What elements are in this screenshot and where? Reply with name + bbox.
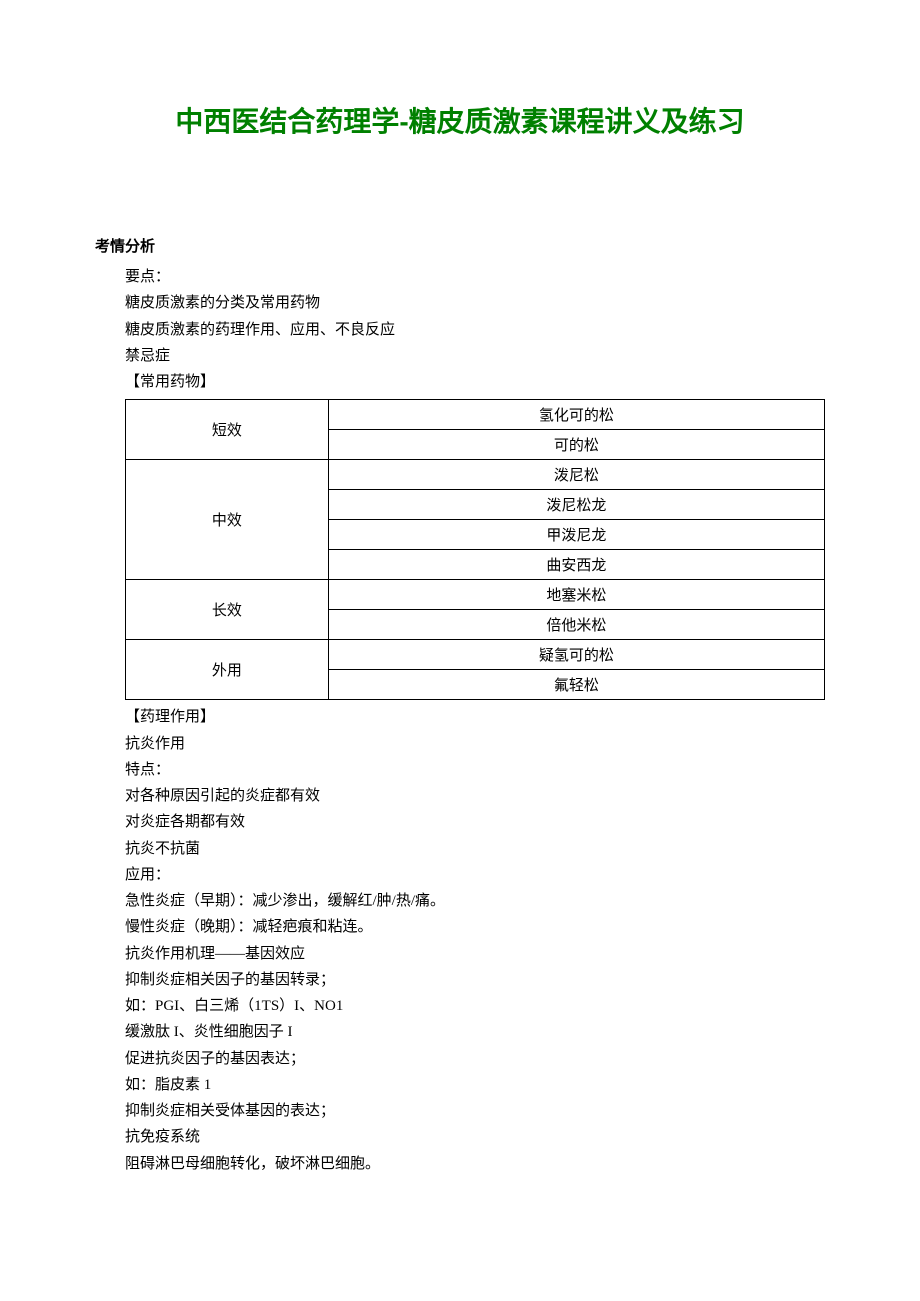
table-row: 中效 泼尼松: [126, 460, 825, 490]
body-line: 应用：: [125, 862, 825, 888]
drug-cell: 倍他米松: [328, 610, 824, 640]
body-line: 对各种原因引起的炎症都有效: [125, 783, 825, 809]
table-row: 长效 地塞米松: [126, 580, 825, 610]
body-line: 促进抗炎因子的基因表达；: [125, 1046, 825, 1072]
drug-cell: 可的松: [328, 430, 824, 460]
body-line: 阻碍淋巴母细胞转化，破坏淋巴细胞。: [125, 1151, 825, 1177]
drug-cell: 氟轻松: [328, 670, 824, 700]
intro-line: 要点：: [125, 264, 825, 290]
drug-cell: 泼尼松龙: [328, 490, 824, 520]
body-line: 如：PGI、白三烯（1TS）I、NO1: [125, 993, 825, 1019]
body-line: 抗炎作用机理——基因效应: [125, 941, 825, 967]
body-line: 缓激肽 I、炎性细胞因子 I: [125, 1019, 825, 1045]
body-line: 如：脂皮素 1: [125, 1072, 825, 1098]
drug-cell: 曲安西龙: [328, 550, 824, 580]
drug-cell: 氢化可的松: [328, 400, 824, 430]
body-line: 抗炎不抗菌: [125, 836, 825, 862]
category-cell: 外用: [126, 640, 329, 700]
table-row: 外用 疑氢可的松: [126, 640, 825, 670]
body-line: 抑制炎症相关因子的基因转录；: [125, 967, 825, 993]
drug-classification-table: 短效 氢化可的松 可的松 中效 泼尼松 泼尼松龙 甲泼尼龙 曲安西龙 长效 地塞…: [125, 399, 825, 700]
intro-line: 糖皮质激素的药理作用、应用、不良反应: [125, 317, 825, 343]
table-row: 短效 氢化可的松: [126, 400, 825, 430]
body-line: 抗炎作用: [125, 731, 825, 757]
body-line: 对炎症各期都有效: [125, 809, 825, 835]
intro-line: 禁忌症: [125, 343, 825, 369]
category-cell: 短效: [126, 400, 329, 460]
document-title: 中西医结合药理学-糖皮质激素课程讲义及练习: [95, 100, 825, 140]
category-cell: 中效: [126, 460, 329, 580]
body-line: 【药理作用】: [125, 704, 825, 730]
table-body: 短效 氢化可的松 可的松 中效 泼尼松 泼尼松龙 甲泼尼龙 曲安西龙 长效 地塞…: [126, 400, 825, 700]
body-line: 特点：: [125, 757, 825, 783]
drug-cell: 泼尼松: [328, 460, 824, 490]
drug-cell: 疑氢可的松: [328, 640, 824, 670]
category-cell: 长效: [126, 580, 329, 640]
intro-line: 【常用药物】: [125, 369, 825, 395]
drug-cell: 甲泼尼龙: [328, 520, 824, 550]
body-line: 慢性炎症（晚期）：减轻疤痕和粘连。: [125, 914, 825, 940]
body-line: 抑制炎症相关受体基因的表达；: [125, 1098, 825, 1124]
body-line: 抗免疫系统: [125, 1124, 825, 1150]
body-line: 急性炎症（早期）：减少渗出，缓解红/肿/热/痛。: [125, 888, 825, 914]
drug-cell: 地塞米松: [328, 580, 824, 610]
section-heading: 考情分析: [95, 235, 825, 256]
intro-line: 糖皮质激素的分类及常用药物: [125, 290, 825, 316]
